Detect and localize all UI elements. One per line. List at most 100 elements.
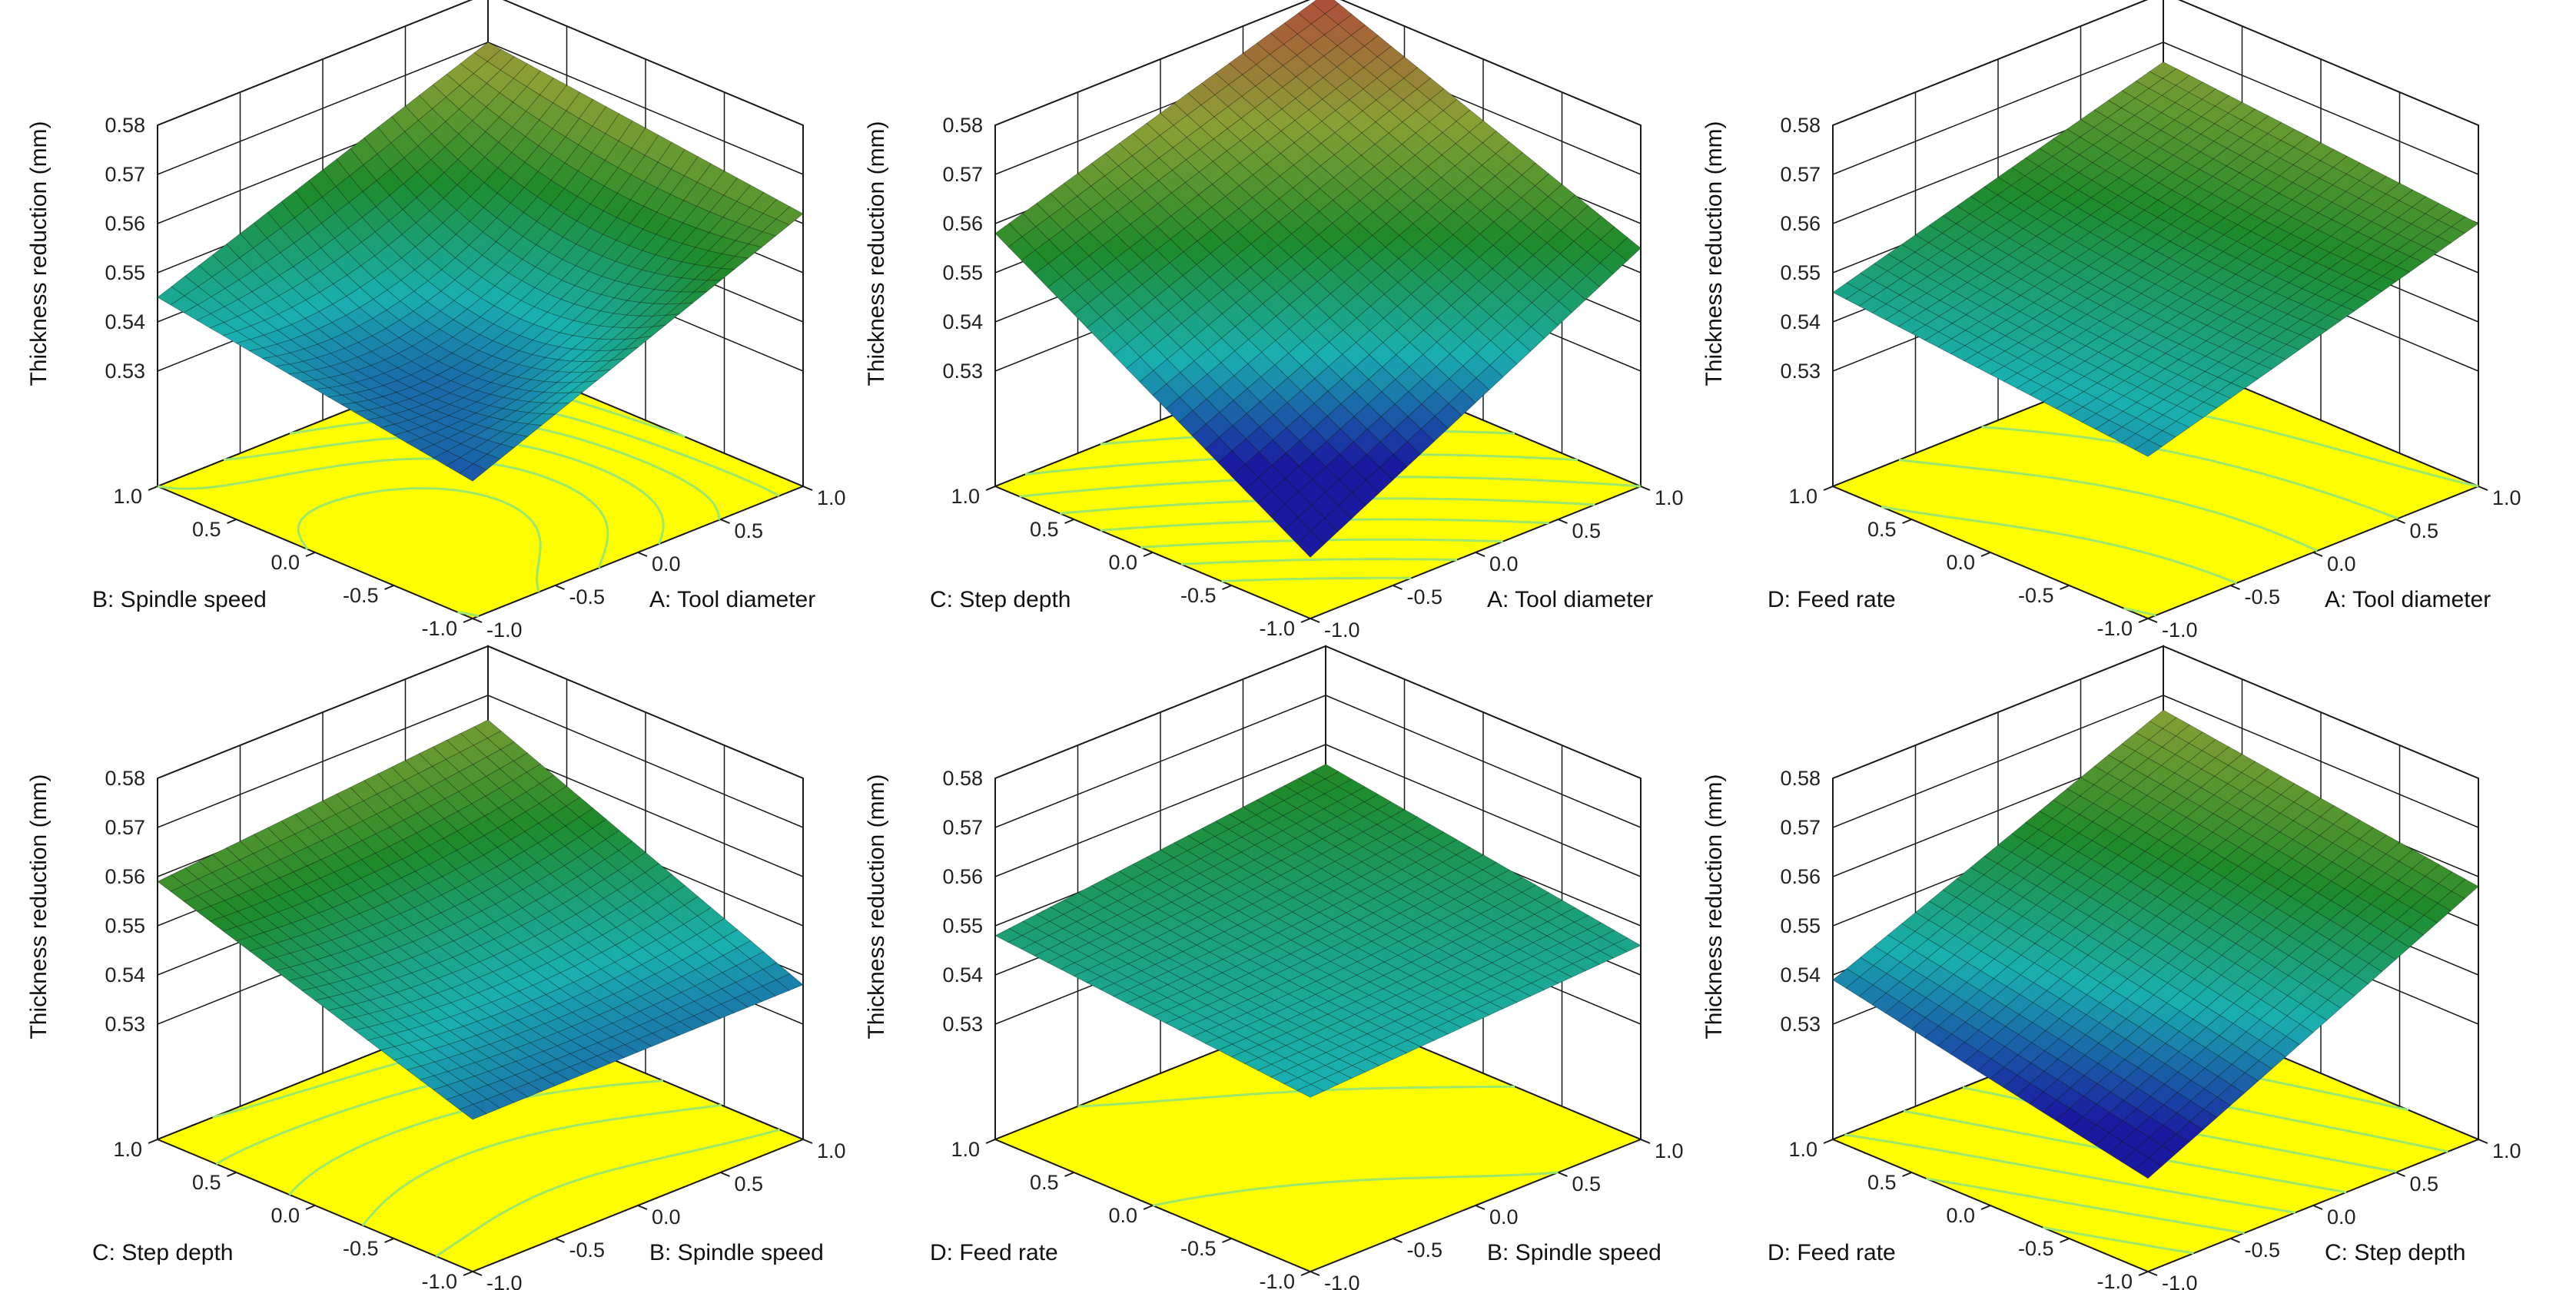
y-tick-label: 0.5 <box>2410 519 2439 542</box>
response-surface <box>1832 709 2479 1179</box>
z-axis: 0.53 0.54 0.55 0.56 0.57 0.58 Thickness reduct… <box>26 767 145 1040</box>
z-tick-label: 0.55 <box>105 914 145 937</box>
z-tick-label: 0.56 <box>105 212 145 235</box>
y-axis: -1.0 -0.5 0.0 0.5 1.0 B: Spindle speed <box>472 1139 846 1290</box>
surface-panel-5: 0.53 0.54 0.55 0.56 0.57 0.58 Thickness reduct… <box>864 645 1684 1290</box>
z-tick-label: 0.56 <box>942 212 983 235</box>
z-tick-label: 0.55 <box>1780 914 1821 937</box>
y-tick-label: -0.5 <box>2245 585 2281 609</box>
y-tick-label: 0.0 <box>2327 552 2356 575</box>
x-axis-title: D: Feed rate <box>1768 587 1896 612</box>
x-axis: -1.0 -0.5 0.0 0.5 1.0 C: Step depth <box>92 1138 473 1290</box>
z-tick-label: 0.57 <box>942 163 983 186</box>
z-tick-label: 0.57 <box>1780 816 1821 839</box>
response-surface <box>1832 61 2479 457</box>
y-axis: -1.0 -0.5 0.0 0.5 1.0 A: Tool diameter <box>472 486 846 642</box>
z-tick-label: 0.53 <box>1780 1013 1821 1036</box>
z-tick-label: 0.55 <box>942 914 983 937</box>
y-tick-label: 1.0 <box>2492 486 2521 509</box>
response-surface <box>994 764 1642 1098</box>
x-axis-title: D: Feed rate <box>1768 1240 1896 1265</box>
x-tick-label: -1.0 <box>2096 1270 2133 1290</box>
y-tick-label: 0.0 <box>652 1205 681 1229</box>
x-tick-label: 0.0 <box>271 551 300 574</box>
x-tick-label: 0.5 <box>1030 1171 1059 1194</box>
response-surface <box>994 0 1642 558</box>
x-tick-label: 1.0 <box>113 1138 142 1161</box>
z-axis-title: Thickness reduction (mm) <box>1701 121 1727 386</box>
response-surface <box>157 41 804 482</box>
z-tick-label: 0.54 <box>1780 963 1821 987</box>
z-axis: 0.53 0.54 0.55 0.56 0.57 0.58 Thickness reduct… <box>26 114 145 386</box>
z-tick-label: 0.56 <box>1780 865 1821 888</box>
z-tick-label: 0.58 <box>1780 767 1821 790</box>
z-tick-label: 0.54 <box>942 963 983 987</box>
x-axis: -1.0 -0.5 0.0 0.5 1.0 B: Spindle speed <box>92 485 473 640</box>
z-tick-label: 0.55 <box>1780 261 1821 284</box>
x-tick-label: -1.0 <box>421 617 457 640</box>
y-tick-label: -1.0 <box>2162 618 2198 642</box>
y-tick-label: -1.0 <box>486 618 523 642</box>
z-tick-label: 0.53 <box>942 1013 983 1036</box>
x-tick-label: -0.5 <box>2018 1237 2054 1260</box>
x-tick-label: 1.0 <box>113 485 142 508</box>
z-axis-title: Thickness reduction (mm) <box>26 774 51 1039</box>
z-tick-label: 0.56 <box>1780 212 1821 235</box>
surface-panel-3: 0.53 0.54 0.55 0.56 0.57 0.58 Thickness reduct… <box>1701 0 2521 642</box>
z-axis: 0.53 0.54 0.55 0.56 0.57 0.58 Thickness reduct… <box>1701 767 1821 1040</box>
y-tick-label: 1.0 <box>2492 1139 2521 1162</box>
x-axis-title: B: Spindle speed <box>92 587 267 612</box>
y-tick-label: -0.5 <box>569 1239 606 1262</box>
y-axis-title: A: Tool diameter <box>2325 587 2491 612</box>
x-tick-label: -0.5 <box>2018 584 2054 607</box>
z-tick-label: 0.57 <box>1780 163 1821 186</box>
y-tick-label: -0.5 <box>1407 1239 1443 1262</box>
y-tick-label: 0.0 <box>652 552 681 575</box>
x-tick-label: 1.0 <box>1788 1138 1817 1161</box>
x-tick-label: 1.0 <box>1788 485 1817 508</box>
y-tick-label: 1.0 <box>1655 486 1684 509</box>
z-axis-title: Thickness reduction (mm) <box>864 121 889 386</box>
z-tick-label: 0.55 <box>942 261 983 284</box>
x-tick-label: 0.5 <box>1867 1171 1897 1194</box>
z-tick-label: 0.56 <box>942 865 983 888</box>
z-tick-label: 0.56 <box>105 865 145 888</box>
z-tick-label: 0.57 <box>105 816 145 839</box>
surface-panel-4: 0.53 0.54 0.55 0.56 0.57 0.58 Thickness reduct… <box>26 645 846 1290</box>
z-axis-title: Thickness reduction (mm) <box>26 121 51 386</box>
x-axis: -1.0 -0.5 0.0 0.5 1.0 C: Step depth <box>930 485 1311 640</box>
x-tick-label: 0.0 <box>271 1204 300 1227</box>
z-tick-label: 0.53 <box>105 360 145 383</box>
y-tick-label: -1.0 <box>486 1272 523 1290</box>
y-axis-title: A: Tool diameter <box>1487 587 1653 612</box>
x-axis: -1.0 -0.5 0.0 0.5 1.0 D: Feed rate <box>930 1138 1311 1290</box>
z-axis: 0.53 0.54 0.55 0.56 0.57 0.58 Thickness reduct… <box>864 114 983 386</box>
x-tick-label: -1.0 <box>421 1270 457 1290</box>
x-tick-label: 1.0 <box>951 485 980 508</box>
x-axis: -1.0 -0.5 0.0 0.5 1.0 D: Feed rate <box>1768 1138 2149 1290</box>
z-tick-label: 0.57 <box>942 816 983 839</box>
y-axis: -1.0 -0.5 0.0 0.5 1.0 C: Step depth <box>2147 1139 2521 1290</box>
z-tick-label: 0.53 <box>1780 360 1821 383</box>
x-tick-label: 0.0 <box>1108 1204 1137 1227</box>
y-tick-label: 0.0 <box>1489 552 1519 575</box>
x-tick-label: 0.5 <box>1030 518 1059 541</box>
y-axis: -1.0 -0.5 0.0 0.5 1.0 A: Tool diameter <box>1310 486 1684 642</box>
z-tick-label: 0.55 <box>105 261 145 284</box>
y-axis-title: B: Spindle speed <box>649 1240 824 1265</box>
x-tick-label: 0.0 <box>1108 551 1137 574</box>
z-tick-label: 0.54 <box>1780 310 1821 333</box>
x-tick-label: -1.0 <box>1259 617 1295 640</box>
y-tick-label: -0.5 <box>2245 1239 2281 1262</box>
y-tick-label: 0.0 <box>2327 1205 2356 1229</box>
y-tick-label: 0.5 <box>1572 1172 1602 1195</box>
y-axis-title: A: Tool diameter <box>649 587 815 612</box>
y-tick-label: -0.5 <box>1407 585 1443 609</box>
surface-panel-6: 0.53 0.54 0.55 0.56 0.57 0.58 Thickness reduct… <box>1701 645 2521 1290</box>
y-tick-label: 0.0 <box>1489 1205 1519 1229</box>
x-tick-label: 0.5 <box>192 1171 221 1194</box>
y-tick-label: 0.5 <box>2410 1172 2439 1195</box>
x-tick-label: 0.5 <box>1867 518 1897 541</box>
z-tick-label: 0.58 <box>942 114 983 137</box>
